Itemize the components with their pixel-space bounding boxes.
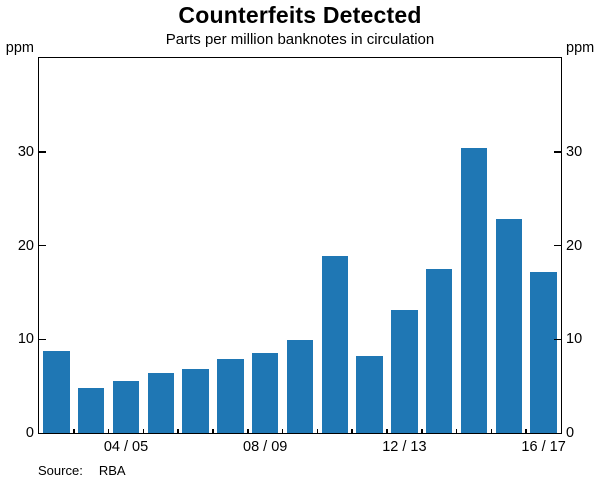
chart-subtitle: Parts per million banknotes in circulati… bbox=[165, 31, 435, 48]
x-axis-label: 04 / 05 bbox=[103, 439, 149, 455]
bar-2016/17 bbox=[530, 271, 557, 433]
y-axis-label-right: 10 bbox=[566, 331, 583, 348]
bar-2014/15 bbox=[460, 148, 488, 433]
y-axis-tick-left bbox=[39, 244, 46, 247]
x-axis-tick bbox=[212, 429, 214, 433]
bar-2004/05 bbox=[112, 381, 140, 433]
x-axis-tick bbox=[247, 429, 249, 433]
x-axis-tick bbox=[177, 429, 179, 433]
y-axis-tick-right bbox=[554, 244, 561, 247]
x-axis-tick bbox=[421, 429, 423, 433]
y-axis-unit-right: ppm bbox=[566, 40, 595, 56]
x-axis-tick bbox=[351, 429, 353, 433]
y-axis-label-left: 30 bbox=[17, 143, 34, 160]
y-axis-label-right: 0 bbox=[566, 425, 575, 441]
bar-2002/03 bbox=[43, 350, 70, 433]
bar-2005/06 bbox=[147, 373, 174, 433]
bar-2013/14 bbox=[425, 268, 453, 433]
chart-title: Counterfeits Detected bbox=[178, 2, 422, 28]
y-axis-tick-right bbox=[554, 338, 561, 340]
x-axis-tick bbox=[107, 429, 110, 433]
x-axis-tick bbox=[525, 429, 527, 433]
y-axis-tick-right bbox=[554, 151, 561, 153]
x-axis-tick bbox=[386, 429, 388, 433]
y-axis-label-right: 20 bbox=[566, 237, 583, 254]
x-axis-tick bbox=[73, 429, 75, 433]
bar-2007/08 bbox=[217, 358, 244, 433]
y-axis-tick-left bbox=[39, 151, 46, 153]
x-axis-tick bbox=[316, 429, 319, 433]
x-axis-tick bbox=[142, 429, 145, 433]
bar-2015/16 bbox=[495, 219, 522, 433]
y-axis-label-left: 10 bbox=[17, 331, 34, 348]
bar-2012/13 bbox=[391, 310, 418, 433]
x-axis-tick bbox=[490, 429, 493, 433]
x-axis-label: 12 / 13 bbox=[382, 439, 427, 455]
x-axis-tick bbox=[281, 429, 284, 433]
bar-2010/11 bbox=[321, 255, 348, 433]
plot-area bbox=[38, 57, 562, 434]
y-axis-label-left: 20 bbox=[17, 237, 34, 254]
x-axis-tick bbox=[455, 429, 458, 433]
y-axis-tick-left bbox=[39, 338, 46, 340]
bar-2009/10 bbox=[286, 340, 314, 433]
y-axis-label-right: 30 bbox=[566, 143, 583, 160]
x-axis-label: 08 / 09 bbox=[243, 439, 288, 455]
source-note: Source: RBA bbox=[38, 463, 126, 478]
x-axis-label: 16 / 17 bbox=[521, 439, 566, 455]
bar-2011/12 bbox=[356, 356, 383, 433]
source-value: RBA bbox=[98, 463, 126, 478]
y-axis-unit-left: ppm bbox=[5, 40, 34, 56]
bar-2008/09 bbox=[251, 353, 279, 433]
source-label: Source: bbox=[38, 463, 83, 478]
bar-2003/04 bbox=[77, 388, 105, 433]
y-axis-label-left: 0 bbox=[25, 425, 34, 441]
bar-2006/07 bbox=[182, 369, 209, 433]
